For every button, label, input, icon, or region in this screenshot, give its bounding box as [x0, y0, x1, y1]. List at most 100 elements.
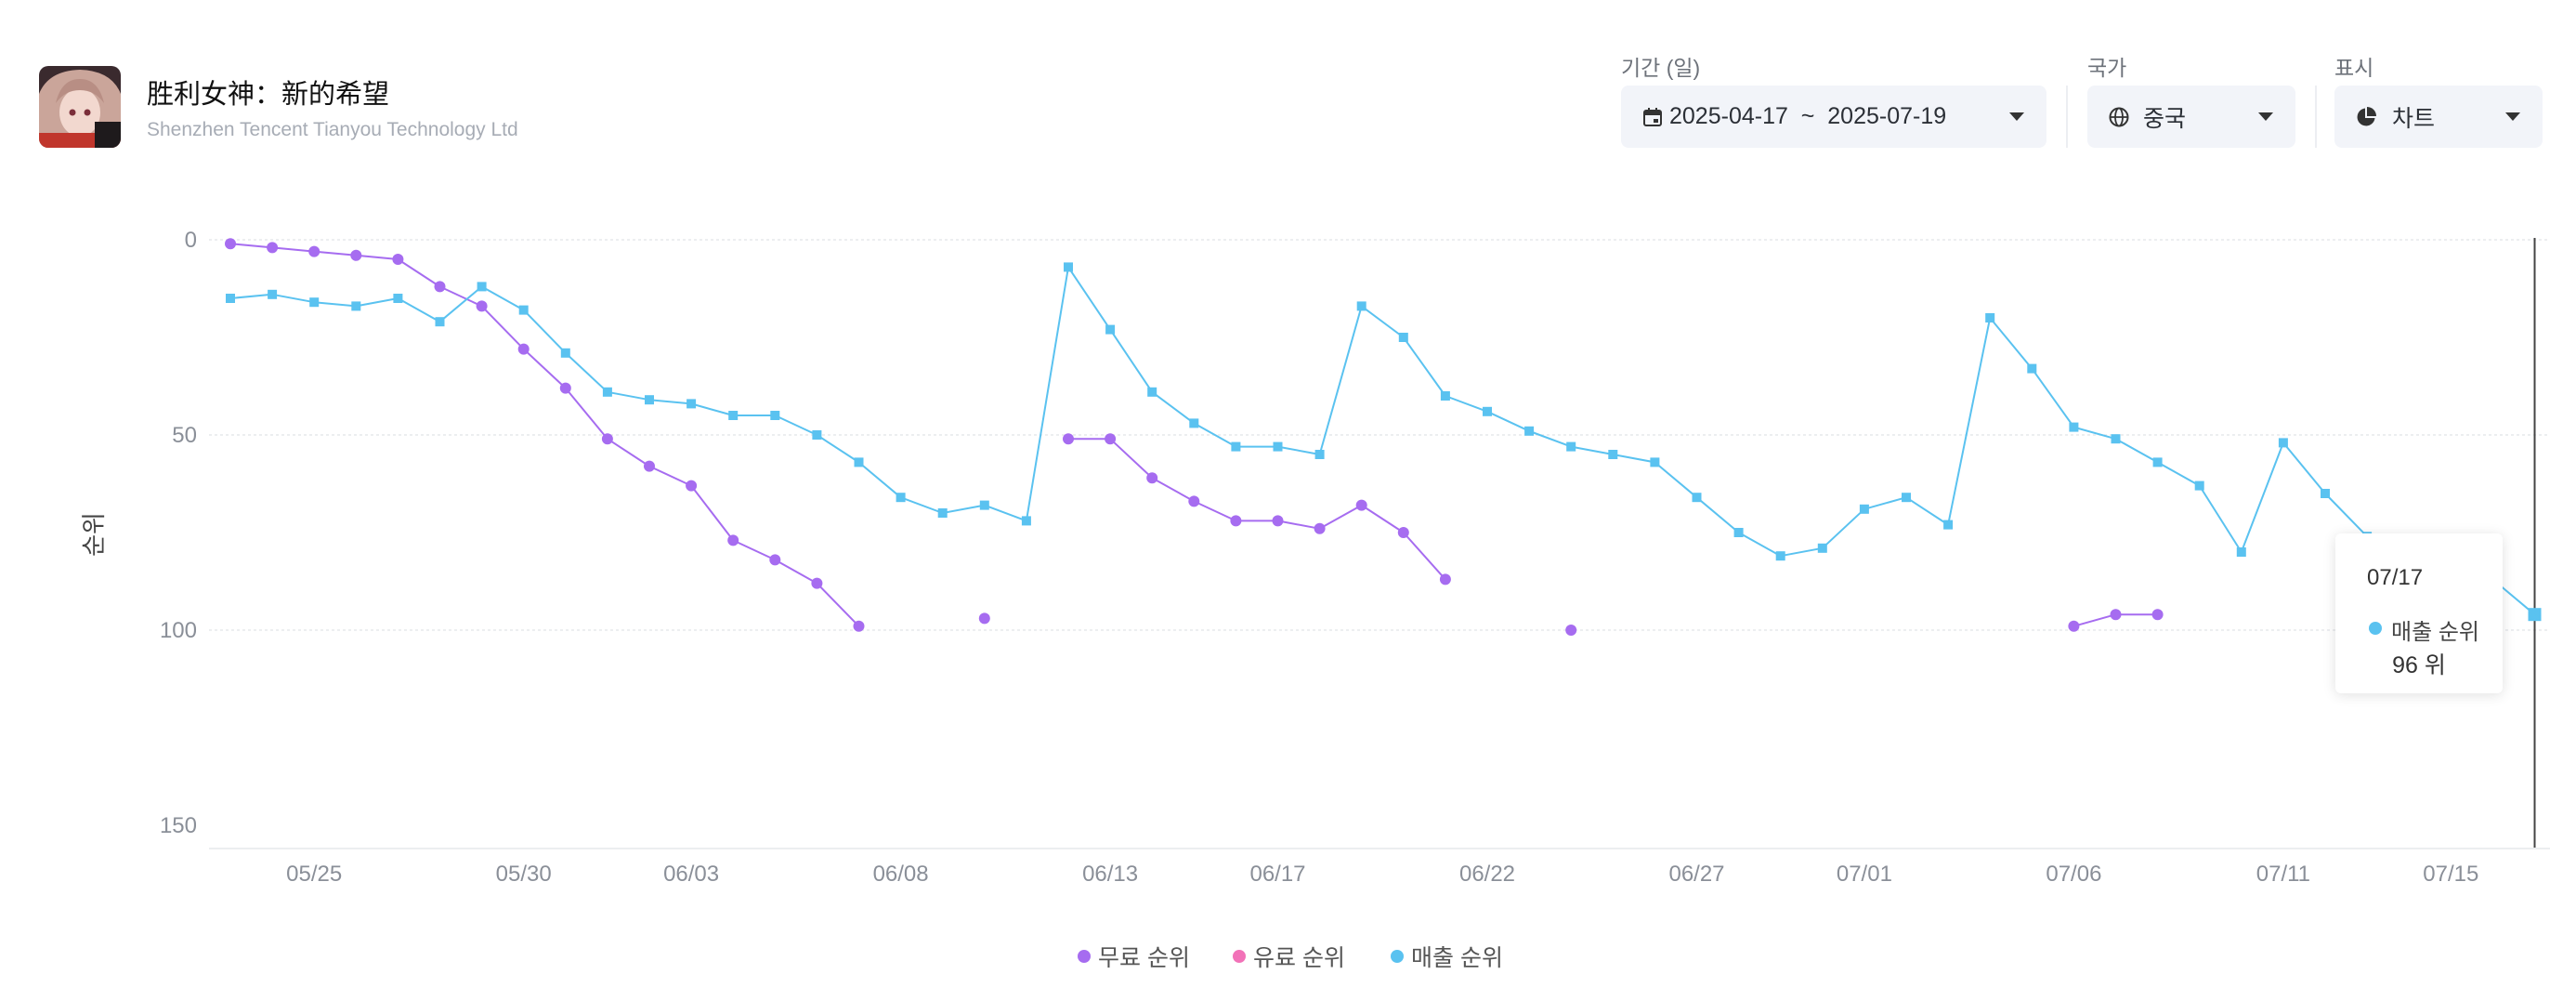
x-tick-label: 07/01: [1837, 862, 1892, 887]
data-point: [1356, 301, 1366, 311]
app-title: 胜利女神：新的希望: [147, 80, 390, 110]
series-line-segment: [1822, 508, 1865, 549]
series-line-segment: [1025, 267, 1069, 521]
y-tick-label: 0: [185, 228, 197, 253]
series-line-segment: [397, 258, 441, 288]
legend-label: 매출 순위: [1411, 945, 1503, 971]
data-point: [1817, 543, 1827, 553]
series-line-segment: [1780, 546, 1823, 558]
y-tick-label: 100: [160, 618, 197, 643]
data-point: [2068, 620, 2080, 632]
data-point: [1733, 528, 1744, 537]
data-point: [477, 282, 487, 292]
display-select[interactable]: 차트: [2334, 86, 2543, 148]
data-point: [896, 493, 906, 503]
series-line-segment: [229, 293, 273, 299]
series-line-segment: [356, 254, 399, 260]
data-point: [2278, 438, 2288, 448]
period-select[interactable]: 2025-04-17 ~ 2025-07-19: [1621, 86, 2046, 148]
series-line-segment: [732, 539, 776, 561]
data-point: [1230, 515, 1242, 527]
series-line-segment: [1067, 266, 1111, 331]
series-line-segment: [648, 465, 692, 487]
divider: [2066, 86, 2068, 148]
data-point: [392, 254, 404, 265]
data-point: [2110, 609, 2122, 621]
data-point: [309, 297, 320, 308]
x-tick-label: 07/15: [2423, 862, 2478, 887]
calendar-icon: [1641, 106, 1664, 128]
data-point: [1985, 313, 1995, 322]
legend-dot: [1078, 950, 1091, 963]
x-tick-label: 05/30: [496, 862, 552, 887]
data-point: [1314, 522, 1326, 534]
data-point: [1902, 493, 1911, 503]
data-point: [517, 343, 530, 355]
data-point: [268, 289, 278, 299]
data-point: [1775, 551, 1785, 561]
series-line-segment: [439, 285, 483, 308]
series-line-segment: [1361, 504, 1405, 533]
legend-item-grossing[interactable]: 매출 순위: [1391, 940, 1503, 973]
country-select[interactable]: 중국: [2087, 86, 2295, 148]
legend-item-free[interactable]: 무료 순위: [1078, 940, 1190, 973]
data-point: [1021, 516, 1031, 526]
display-value: 차트: [2392, 105, 2436, 132]
country-label: 국가: [2087, 56, 2127, 80]
series-line-segment: [523, 348, 567, 389]
x-tick-label: 07/11: [2256, 862, 2310, 887]
data-point: [978, 612, 990, 625]
legend-label: 유료 순위: [1253, 945, 1345, 971]
data-point: [434, 281, 446, 293]
series-line-segment: [2031, 368, 2075, 428]
data-point: [686, 480, 698, 492]
data-point: [602, 387, 612, 397]
legend-item-paid[interactable]: 유료 순위: [1233, 940, 1345, 973]
series-line-segment: [942, 504, 985, 514]
series-line-segment: [1193, 500, 1236, 522]
rank-chart: 0 50 100 150 순위 05/25 05/30 06/03 06/08 06/13 06/1…: [80, 228, 2550, 887]
series-line-segment: [481, 285, 525, 311]
tooltip-series-dot: [2369, 622, 2382, 635]
pie-chart-icon: [2355, 106, 2377, 128]
series-line-segment: [2157, 461, 2201, 487]
data-point: [644, 460, 655, 472]
data-point: [308, 245, 320, 257]
series-line-segment: [2240, 442, 2284, 553]
data-point: [1608, 450, 1618, 459]
data-point: [1146, 472, 1158, 484]
data-point: [1566, 441, 1576, 452]
series-line-segment: [1571, 445, 1614, 455]
series-line-segment: [1277, 520, 1320, 530]
series-line-segment: [774, 415, 817, 436]
data-point: [267, 242, 279, 254]
data-point: [351, 301, 361, 311]
data-point: [2528, 608, 2542, 622]
series-line-segment: [1905, 496, 1949, 526]
data-point: [1650, 457, 1660, 467]
series-line-segment: [1109, 438, 1153, 479]
app-company: Shenzhen Tencent Tianyou Technology Ltd: [147, 119, 518, 140]
period-value: 2025-04-17 ~ 2025-07-19: [1669, 103, 1947, 129]
chevron-down-icon: [2505, 112, 2520, 121]
series-line-segment: [480, 305, 525, 350]
series-line-segment: [314, 250, 357, 257]
series-line-segment: [607, 438, 650, 467]
data-point: [1231, 441, 1241, 452]
x-tick-label: 05/25: [286, 862, 342, 887]
x-tick-label: 06/13: [1082, 862, 1138, 887]
data-point: [559, 382, 571, 394]
series-line-segment: [1151, 390, 1195, 425]
series-line-segment: [1403, 532, 1446, 581]
data-point: [225, 238, 236, 250]
series-line-segment: [984, 504, 1027, 522]
series-line-segment: [857, 461, 902, 498]
series-line-segment: [314, 301, 357, 308]
data-point: [2152, 457, 2163, 467]
data-point: [1440, 391, 1450, 401]
data-point: [2236, 547, 2246, 557]
data-point: [226, 294, 235, 303]
series-line-segment: [1989, 317, 2033, 370]
y-tick-label: 150: [160, 813, 197, 838]
legend-dot: [1391, 950, 1404, 963]
